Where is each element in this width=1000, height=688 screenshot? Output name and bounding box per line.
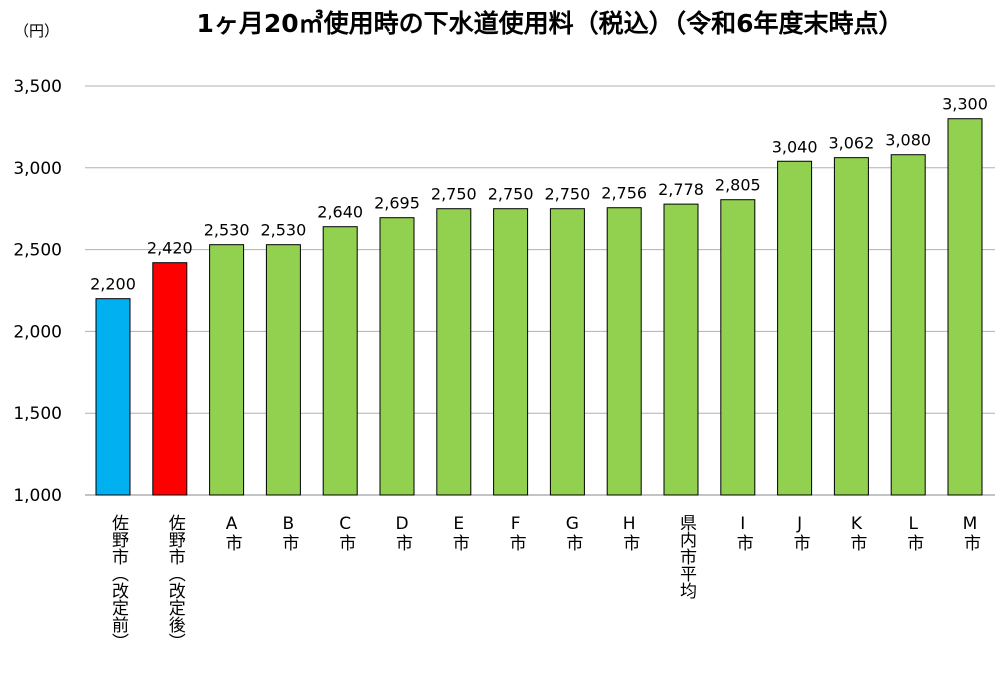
y-tick-label: 2,000 xyxy=(13,322,62,342)
category-label: D市 xyxy=(392,514,412,551)
bar xyxy=(663,203,699,496)
bar xyxy=(379,217,415,496)
category-label: 県内市平均 xyxy=(676,514,696,599)
bar xyxy=(209,244,245,496)
y-tick-label: 1,500 xyxy=(13,404,62,424)
bar xyxy=(152,262,188,496)
y-tick-label: 2,500 xyxy=(13,241,62,261)
bar xyxy=(890,154,926,496)
bar xyxy=(833,157,869,496)
bar xyxy=(777,160,813,496)
chart-title: 1ヶ月20㎥使用時の下水道使用料（税込）（令和6年度末時点） xyxy=(196,9,904,38)
bar xyxy=(265,244,301,496)
bar xyxy=(95,298,131,496)
category-label: 佐野市（改定前） xyxy=(108,514,128,650)
data-label: 3,040 xyxy=(772,137,818,156)
data-label: 3,062 xyxy=(828,134,874,153)
bar xyxy=(720,199,756,496)
data-label: 3,080 xyxy=(885,131,931,150)
category-label: L市 xyxy=(903,514,924,551)
data-label: 2,756 xyxy=(601,184,647,203)
category-label: A市 xyxy=(221,514,242,551)
data-label: 2,200 xyxy=(90,275,136,294)
category-label: M市 xyxy=(960,514,980,551)
bar xyxy=(436,208,472,496)
data-label: 2,778 xyxy=(658,180,704,199)
data-label: 2,420 xyxy=(147,239,193,258)
category-label: K市 xyxy=(846,514,867,551)
data-label: 2,530 xyxy=(204,221,250,240)
category-label: G市 xyxy=(562,514,583,551)
data-label: 2,750 xyxy=(431,185,477,204)
category-label: H市 xyxy=(619,514,640,551)
category-label: 佐野市（改定後） xyxy=(164,514,185,650)
category-label: I市 xyxy=(732,514,753,551)
data-label: 2,750 xyxy=(544,185,590,204)
data-label: 2,640 xyxy=(317,203,363,222)
y-tick-label: 1,000 xyxy=(13,486,62,506)
bar xyxy=(606,207,642,496)
category-label: J市 xyxy=(789,514,810,551)
data-label: 2,805 xyxy=(715,176,761,195)
data-label: 3,300 xyxy=(942,95,988,114)
category-label: B市 xyxy=(278,514,299,551)
bar xyxy=(549,208,585,496)
category-label: F市 xyxy=(505,514,526,551)
y-tick-label: 3,500 xyxy=(13,77,62,97)
y-axis-unit-label: （円） xyxy=(14,22,60,40)
data-label: 2,695 xyxy=(374,194,420,213)
bar xyxy=(947,118,983,496)
bar xyxy=(322,226,358,496)
y-tick-label: 3,000 xyxy=(13,159,62,179)
data-label: 2,530 xyxy=(260,221,306,240)
bar xyxy=(493,208,529,496)
category-label: E市 xyxy=(448,514,469,551)
data-label: 2,750 xyxy=(488,185,534,204)
category-label: C市 xyxy=(335,514,356,551)
